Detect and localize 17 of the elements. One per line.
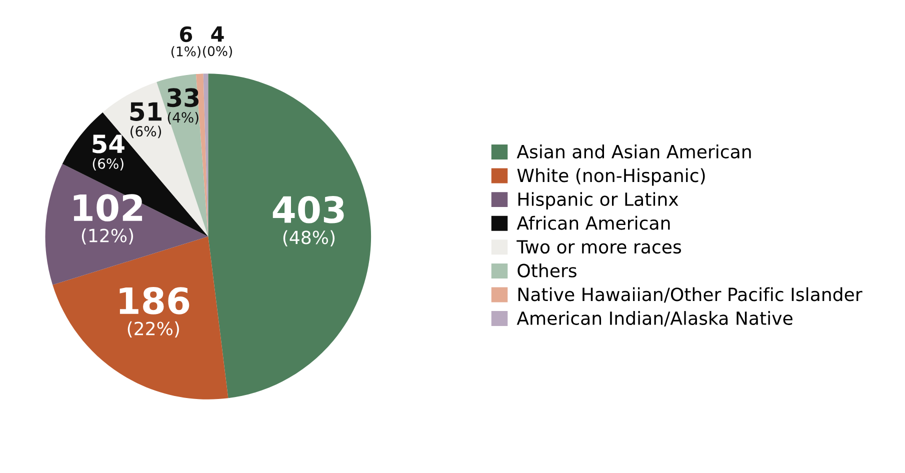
- data-label: 6 (1%): [171, 26, 200, 58]
- data-label: 102 (12%): [74, 194, 142, 244]
- pie-slice: [208, 74, 372, 398]
- data-label: 186 (22%): [120, 287, 190, 338]
- legend-label: Others: [518, 263, 576, 278]
- data-label: 33 (4%): [167, 88, 199, 124]
- data-label: 4 (0%): [203, 26, 232, 58]
- legend-label: White (non-Hispanic): [517, 168, 705, 186]
- legend-label: Asian and Asian American: [516, 144, 751, 158]
- legend-label: Hispanic or Latinx: [518, 192, 678, 210]
- data-label: 403 (48%): [272, 196, 344, 246]
- legend-label: African American: [516, 216, 670, 230]
- legend-label: Two or more races: [516, 240, 682, 254]
- data-label: 51 (6%): [130, 102, 162, 138]
- legend-label: American Indian/Alaska Native: [516, 311, 792, 326]
- data-label: 54 (6%): [92, 134, 124, 171]
- legend-label: Native Hawaiian/Other Pacific Islander: [518, 287, 862, 303]
